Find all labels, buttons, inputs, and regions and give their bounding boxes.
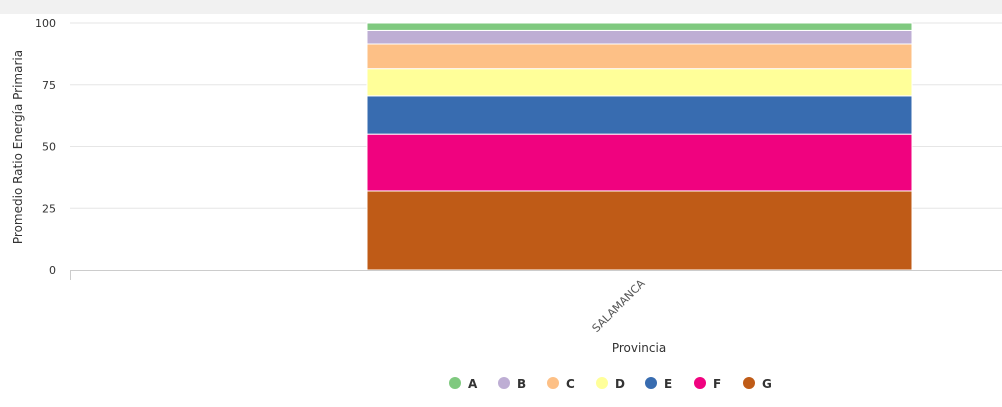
bar-stack (366, 22, 913, 271)
x-axis-title: Provincia (612, 341, 666, 355)
legend-item-E[interactable]: E (645, 377, 672, 391)
y-tick-label: 0 (49, 264, 56, 277)
legend-label: B (517, 377, 526, 391)
y-tick-label: 25 (42, 202, 56, 215)
legend-marker (547, 377, 559, 389)
legend-label: G (762, 377, 772, 391)
legend-label: C (566, 377, 575, 391)
legend-label: A (468, 377, 478, 391)
legend-item-A[interactable]: A (449, 377, 478, 391)
legend-item-F[interactable]: F (694, 377, 721, 391)
y-tick-label: 75 (42, 79, 56, 92)
legend-item-D[interactable]: D (596, 377, 625, 391)
legend-item-C[interactable]: C (547, 377, 575, 391)
bar-segment-D[interactable] (366, 68, 913, 97)
legend: A B C D E F G (449, 377, 772, 391)
y-tick-label: 100 (35, 17, 56, 30)
legend-label: E (664, 377, 672, 391)
bar-segment-E[interactable] (366, 95, 913, 135)
x-axis-categories: SALAMANCA (590, 277, 648, 335)
legend-label: D (615, 377, 625, 391)
top-strip (0, 0, 1002, 14)
legend-item-B[interactable]: B (498, 377, 526, 391)
y-axis-ticks: 0 25 50 75 100 (35, 17, 56, 277)
legend-item-G[interactable]: G (743, 377, 772, 391)
y-tick-label: 50 (42, 141, 56, 154)
y-axis-title: Promedio Ratio Energía Primaria (11, 50, 25, 244)
legend-marker (596, 377, 608, 389)
bar-segment-C[interactable] (366, 43, 913, 70)
legend-marker (498, 377, 510, 389)
x-category-label: SALAMANCA (590, 277, 648, 335)
bar-segment-G[interactable] (366, 190, 913, 271)
legend-label: F (713, 377, 721, 391)
bar-segment-A[interactable] (366, 22, 913, 31)
legend-marker (449, 377, 461, 389)
legend-marker (694, 377, 706, 389)
bar-segment-B[interactable] (366, 29, 913, 45)
bar-segment-F[interactable] (366, 133, 913, 192)
legend-marker (743, 377, 755, 389)
legend-marker (645, 377, 657, 389)
